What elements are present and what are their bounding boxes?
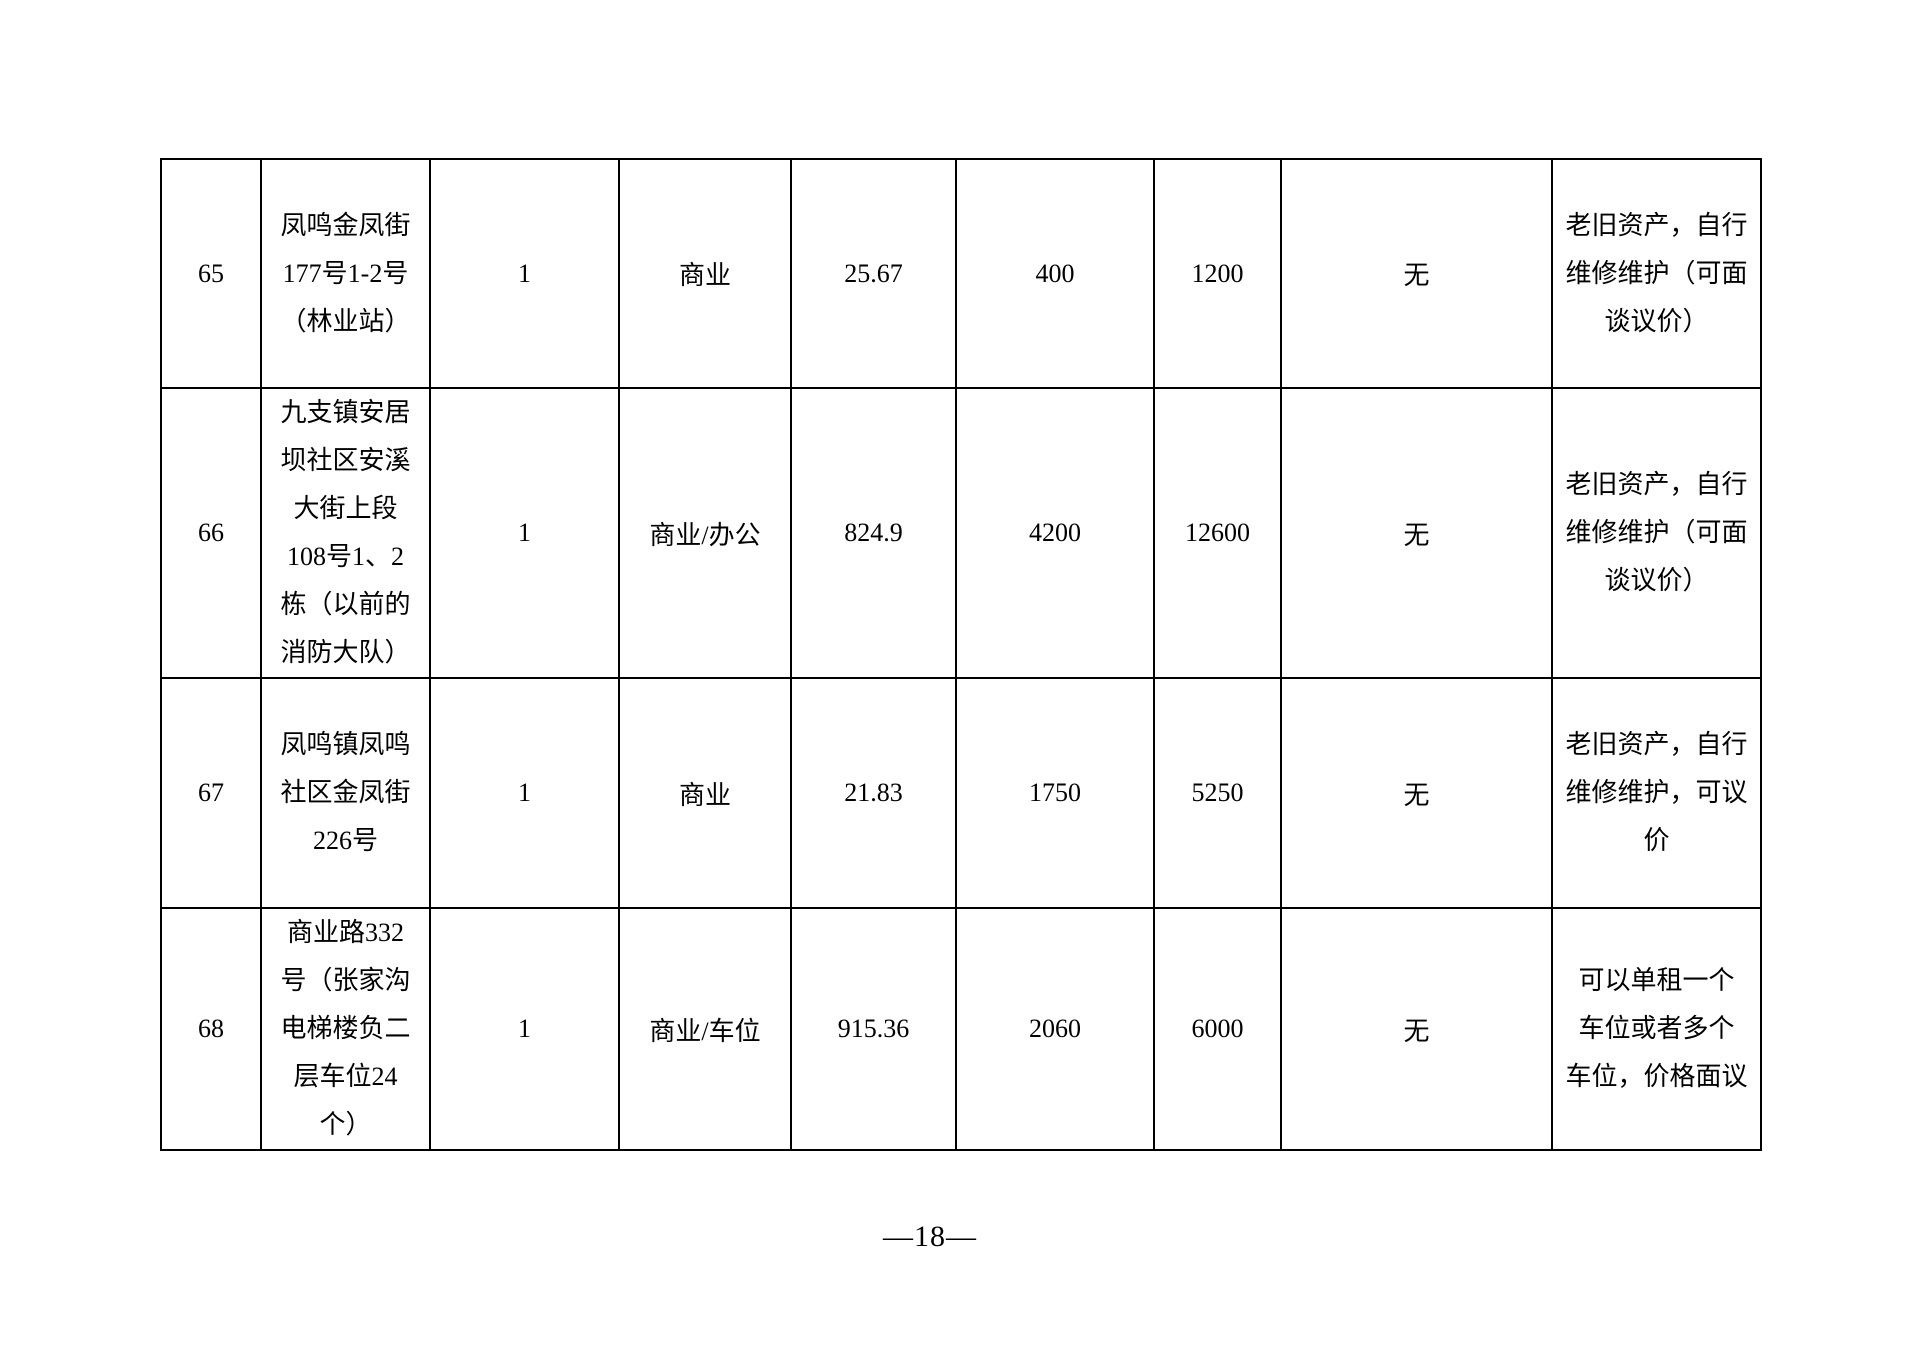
cell-serial-number: 66 (160, 387, 262, 679)
cell-annual-rent: 5250 (1153, 677, 1282, 909)
cell-monthly-rent: 1750 (955, 677, 1155, 909)
cell-encumbrance: 无 (1280, 677, 1553, 909)
cell-area: 21.83 (790, 677, 957, 909)
cell-annual-rent: 1200 (1153, 158, 1282, 389)
table-row: 67 凤鸣镇凤鸣 社区金凤街 226号 1 商业 21.83 1750 5250… (160, 677, 1762, 909)
cell-usage: 商业 (618, 158, 792, 389)
cell-encumbrance: 无 (1280, 158, 1553, 389)
cell-encumbrance: 无 (1280, 387, 1553, 679)
cell-annual-rent: 12600 (1153, 387, 1282, 679)
cell-address: 九支镇安居 坝社区安溪 大街上段 108号1、2 栋（以前的 消防大队） (260, 387, 431, 679)
cell-address: 凤鸣金凤街 177号1-2号 （林业站） (260, 158, 431, 389)
cell-serial-number: 68 (160, 907, 262, 1151)
table-row: 68 商业路332 号（张家沟 电梯楼负二 层车位24 个） 1 商业/车位 9… (160, 907, 1762, 1151)
table-row: 65 凤鸣金凤街 177号1-2号 （林业站） 1 商业 25.67 400 1… (160, 158, 1762, 389)
cell-usage: 商业 (618, 677, 792, 909)
cell-remarks: 老旧资产，自行 维修维护（可面 谈议价） (1551, 387, 1762, 679)
cell-monthly-rent: 4200 (955, 387, 1155, 679)
cell-area: 25.67 (790, 158, 957, 389)
cell-quantity: 1 (429, 907, 620, 1151)
cell-serial-number: 67 (160, 677, 262, 909)
cell-remarks: 老旧资产，自行 维修维护，可议 价 (1551, 677, 1762, 909)
cell-remarks: 老旧资产，自行 维修维护（可面 谈议价） (1551, 158, 1762, 389)
table-row: 66 九支镇安居 坝社区安溪 大街上段 108号1、2 栋（以前的 消防大队） … (160, 387, 1762, 679)
cell-monthly-rent: 2060 (955, 907, 1155, 1151)
cell-address: 商业路332 号（张家沟 电梯楼负二 层车位24 个） (260, 907, 431, 1151)
cell-encumbrance: 无 (1280, 907, 1553, 1151)
cell-monthly-rent: 400 (955, 158, 1155, 389)
cell-usage: 商业/办公 (618, 387, 792, 679)
cell-serial-number: 65 (160, 158, 262, 389)
cell-remarks: 可以单租一个 车位或者多个 车位，价格面议 (1551, 907, 1762, 1151)
page-number: —18— (883, 1220, 977, 1253)
cell-quantity: 1 (429, 387, 620, 679)
cell-annual-rent: 6000 (1153, 907, 1282, 1151)
cell-area: 824.9 (790, 387, 957, 679)
cell-quantity: 1 (429, 677, 620, 909)
cell-area: 915.36 (790, 907, 957, 1151)
asset-table: 65 凤鸣金凤街 177号1-2号 （林业站） 1 商业 25.67 400 1… (160, 158, 1762, 1151)
cell-address: 凤鸣镇凤鸣 社区金凤街 226号 (260, 677, 431, 909)
cell-usage: 商业/车位 (618, 907, 792, 1151)
cell-quantity: 1 (429, 158, 620, 389)
